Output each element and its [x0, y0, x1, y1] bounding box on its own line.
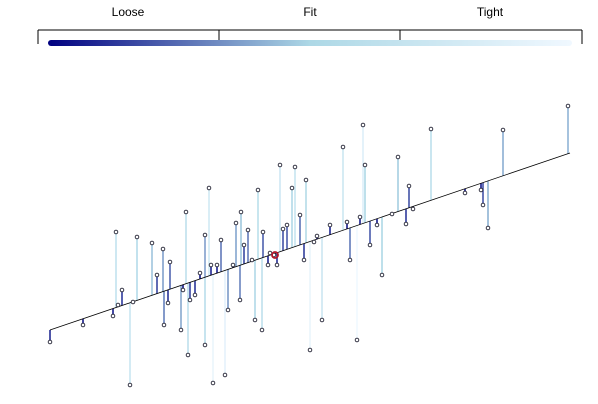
point: [485, 225, 491, 231]
residuals: [49, 106, 569, 385]
point: [178, 327, 184, 333]
fit-line: [49, 152, 571, 331]
point: [206, 185, 212, 191]
point: [367, 242, 373, 248]
point: [113, 229, 119, 235]
point: [480, 202, 486, 208]
point: [478, 187, 484, 193]
point: [500, 127, 506, 133]
point: [183, 209, 189, 215]
point: [160, 246, 166, 252]
point: [410, 206, 416, 212]
point: [202, 232, 208, 238]
point: [280, 226, 286, 232]
point: [265, 262, 271, 268]
point: [284, 222, 290, 228]
point: [301, 257, 307, 263]
point: [314, 233, 320, 239]
point: [47, 339, 53, 345]
color-scale: [48, 40, 572, 46]
point: [297, 212, 303, 218]
point: [161, 322, 167, 328]
point: [241, 242, 247, 248]
point: [154, 272, 160, 278]
point: [233, 220, 239, 226]
point: [428, 126, 434, 132]
point: [180, 287, 186, 293]
point: [245, 227, 251, 233]
scale-label: Fit: [303, 5, 317, 19]
scale-label: Loose: [112, 5, 145, 19]
point: [565, 103, 571, 109]
point: [292, 164, 298, 170]
point: [222, 372, 228, 378]
point: [344, 219, 350, 225]
point: [340, 144, 346, 150]
point: [319, 317, 325, 323]
point: [238, 209, 244, 215]
point: [249, 257, 255, 263]
point: [230, 262, 236, 268]
point: [327, 222, 333, 228]
point: [237, 297, 243, 303]
point: [347, 257, 353, 263]
point: [149, 240, 155, 246]
scale-label: Tight: [477, 5, 504, 19]
point: [255, 187, 261, 193]
point: [208, 262, 214, 268]
scale-bracket: [37, 29, 583, 44]
point: [127, 382, 133, 388]
point: [311, 239, 317, 245]
point: [274, 262, 280, 268]
point: [403, 221, 409, 227]
point: [277, 162, 283, 168]
point: [357, 214, 363, 220]
point: [119, 287, 125, 293]
point: [210, 380, 216, 386]
point: [130, 299, 136, 305]
point: [379, 272, 385, 278]
point: [260, 229, 266, 235]
point: [134, 234, 140, 240]
point: [406, 183, 412, 189]
point: [110, 313, 116, 319]
point: [187, 297, 193, 303]
point: [259, 327, 265, 333]
point: [185, 352, 191, 358]
point: [225, 307, 231, 313]
point: [115, 302, 121, 308]
point: [354, 337, 360, 343]
point: [252, 317, 258, 323]
point: [289, 185, 295, 191]
point: [303, 177, 309, 183]
point: [360, 122, 366, 128]
point: [462, 190, 468, 196]
point: [202, 342, 208, 348]
point: [214, 262, 220, 268]
point: [374, 222, 380, 228]
point: [307, 347, 313, 353]
point: [389, 211, 395, 217]
point: [218, 237, 224, 243]
point: [395, 154, 401, 160]
point: [192, 292, 198, 298]
point: [167, 259, 173, 265]
highlight-point: [271, 251, 279, 259]
point: [362, 162, 368, 168]
point: [80, 322, 86, 328]
point: [165, 300, 171, 306]
point: [197, 270, 203, 276]
